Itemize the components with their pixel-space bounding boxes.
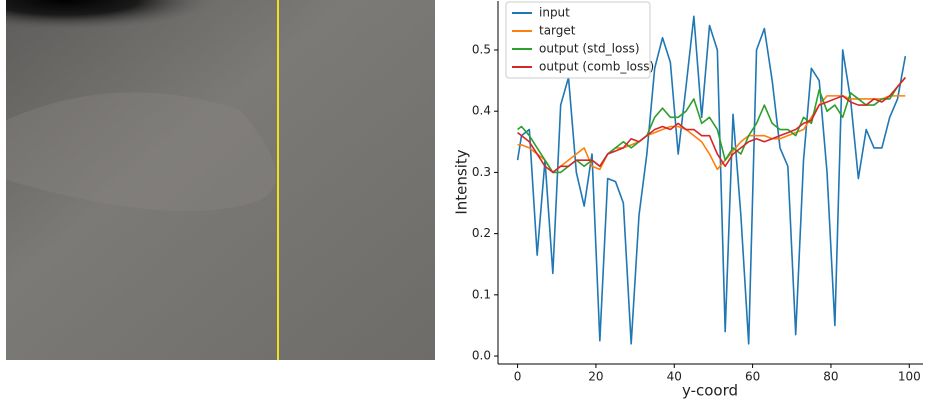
- y-axis-label: Intensity: [453, 149, 471, 214]
- image-panel: [6, 0, 435, 360]
- series-line: [517, 77, 906, 174]
- legend-label: input: [539, 6, 570, 20]
- series-line: [517, 95, 906, 174]
- image-light-region: [6, 92, 276, 212]
- image-dark-region: [6, 0, 300, 60]
- legend-frame: [505, 1, 651, 79]
- legend: input target output (std_loss)output (comb…: [505, 1, 654, 79]
- y-tick-label: 0.4: [472, 104, 491, 118]
- x-tick-label: 100: [898, 370, 921, 384]
- legend-label: target: [539, 24, 576, 38]
- x-tick-label: 40: [667, 370, 682, 384]
- x-tick-label: 0: [514, 370, 522, 384]
- x-tick-label: 20: [588, 370, 603, 384]
- x-tick-label: 80: [823, 370, 838, 384]
- series-line: [516, 15, 907, 345]
- x-tick-label: 60: [745, 370, 760, 384]
- legend-label: output (comb_loss): [539, 60, 654, 74]
- y-tick-label: 0.5: [472, 42, 491, 56]
- y-tick-label: 0.1: [472, 287, 491, 301]
- series-line: [517, 77, 906, 174]
- legend-label: output (std_loss): [539, 42, 640, 56]
- y-tick-label: 0.3: [472, 165, 491, 179]
- x-axis-label: y-coord: [682, 382, 738, 400]
- y-tick-label: 0.2: [472, 226, 491, 240]
- y-tick-label: 0.0: [472, 349, 491, 363]
- image: [6, 0, 435, 360]
